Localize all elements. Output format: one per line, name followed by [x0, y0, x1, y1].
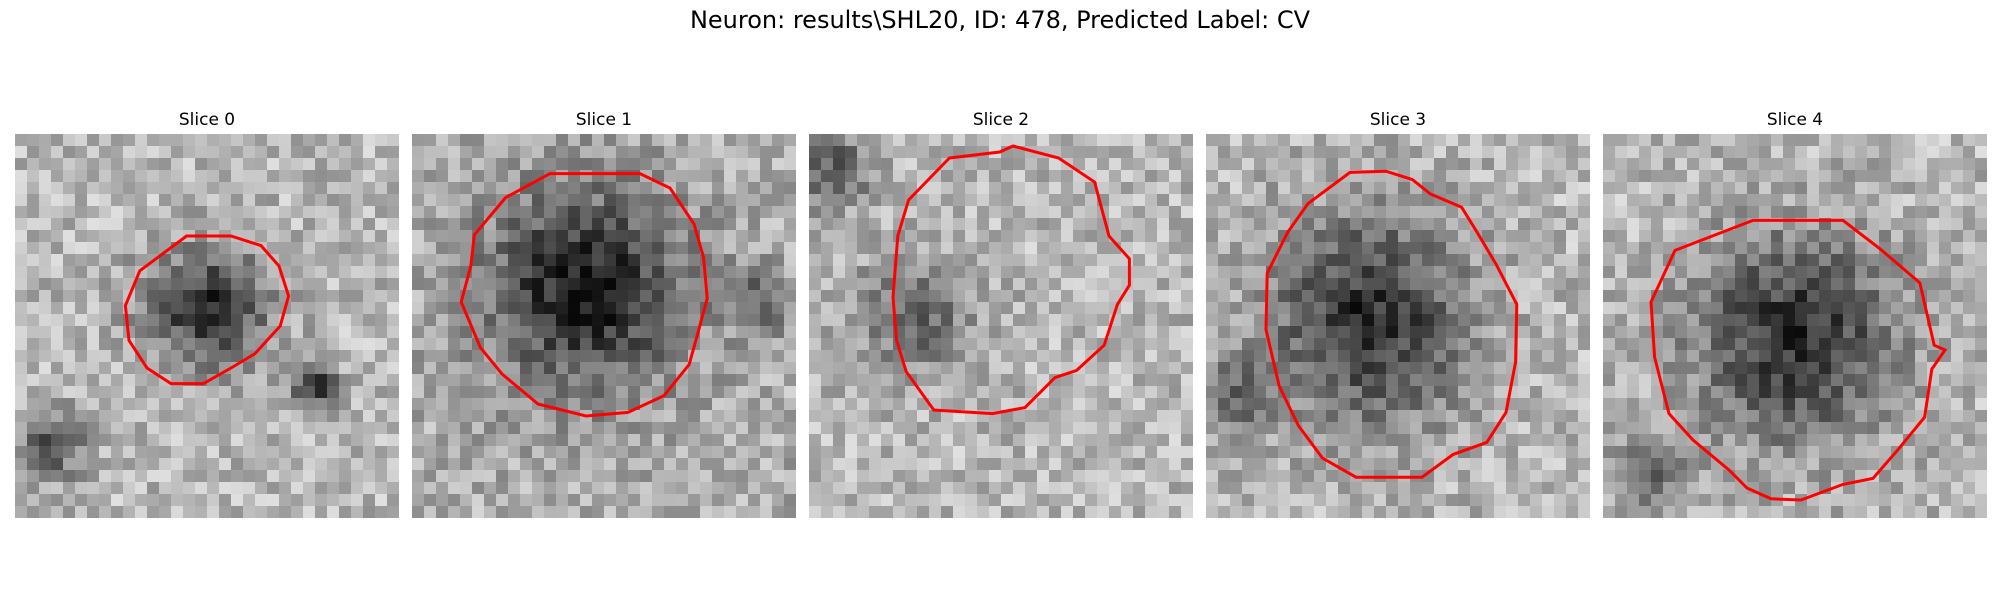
segmentation-contour	[459, 172, 709, 418]
segmentation-contour	[891, 144, 1131, 416]
slice-title: Slice 3	[1369, 110, 1427, 130]
slice-panel-4: Slice 4	[1603, 108, 1987, 518]
pixel-grid	[1603, 134, 1987, 518]
slice-title: Slice 1	[575, 110, 633, 130]
slice-panel-1: Slice 1	[412, 108, 796, 518]
slice-image	[1206, 134, 1590, 518]
pixel-grid	[809, 134, 1193, 518]
segmentation-contour	[1649, 218, 1948, 502]
slice-panel-0: Slice 0	[15, 108, 399, 518]
pixel-grid	[412, 134, 796, 518]
pixel-grid	[15, 134, 399, 518]
slice-title: Slice 0	[178, 110, 236, 130]
slice-image	[15, 134, 399, 518]
slice-title: Slice 2	[972, 110, 1030, 130]
figure-title: Neuron: results\SHL20, ID: 478, Predicte…	[689, 6, 1311, 34]
segmentation-contour	[1264, 169, 1519, 479]
segmentation-contour	[123, 234, 291, 386]
slice-image	[412, 134, 796, 518]
slice-image	[809, 134, 1193, 518]
slice-image	[1603, 134, 1987, 518]
slice-panel-3: Slice 3	[1206, 108, 1590, 518]
pixel-grid	[1206, 134, 1590, 518]
slice-title: Slice 4	[1766, 110, 1824, 130]
slice-panel-2: Slice 2	[809, 108, 1193, 518]
